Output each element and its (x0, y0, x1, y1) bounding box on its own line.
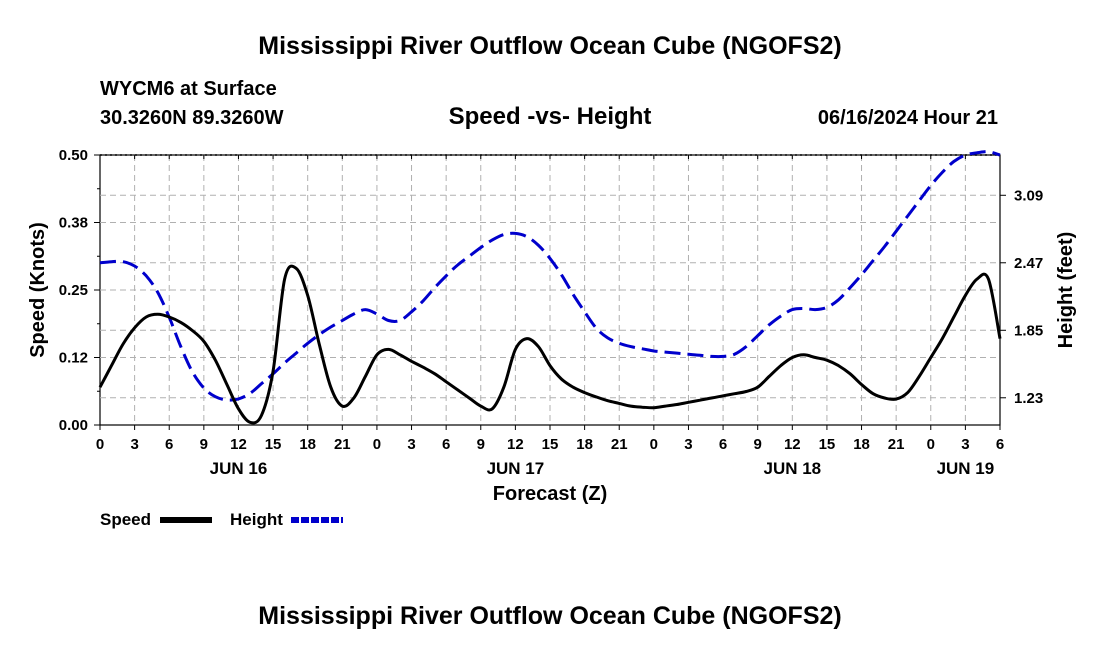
datetime-label: 06/16/2024 Hour 21 (818, 107, 998, 129)
y-right-tick-label: 2.47 (1014, 255, 1043, 272)
chart-subtitle: Speed -vs- Height (449, 103, 652, 130)
x-tick-label: 6 (996, 436, 1004, 453)
y-left-tick-label: 0.12 (59, 350, 88, 367)
x-tick-label: 0 (927, 436, 935, 453)
x-tick-label: 21 (888, 436, 905, 453)
y-right-tick-label: 3.09 (1014, 187, 1043, 204)
x-tick-label: 18 (576, 436, 593, 453)
grid-lines (100, 154, 1000, 425)
x-date-label: JUN 17 (487, 459, 545, 478)
series-line-height (99, 150, 1001, 402)
legend: Speed Height (100, 510, 343, 529)
coords-label: 30.3260N 89.3260W (100, 107, 284, 129)
legend-height-label: Height (230, 510, 283, 529)
x-tick-label: 9 (754, 436, 762, 453)
x-axis-label: Forecast (Z) (493, 483, 607, 505)
x-tick-label: 6 (719, 436, 727, 453)
y-right-tick-label: 1.85 (1014, 322, 1043, 339)
x-tick-label: 6 (442, 436, 450, 453)
y-left-tick-label: 0.38 (59, 215, 88, 232)
chart-title-top: Mississippi River Outflow Ocean Cube (NG… (258, 32, 841, 60)
y-left-tick-label: 0.25 (59, 282, 88, 299)
x-tick-label: 12 (784, 436, 801, 453)
x-date-label: JUN 18 (763, 459, 821, 478)
y-right-tick-label: 1.23 (1014, 390, 1043, 407)
x-tick-label: 0 (373, 436, 381, 453)
chart-title-bottom: Mississippi River Outflow Ocean Cube (NG… (258, 602, 841, 630)
x-tick-label: 0 (96, 436, 104, 453)
y-left-tick-label: 0.50 (59, 147, 88, 164)
x-tick-label: 21 (611, 436, 628, 453)
series-line-speed (98, 264, 1002, 425)
y-left-tick-label: 0.00 (59, 417, 88, 434)
x-tick-label: 9 (477, 436, 485, 453)
x-tick-label: 15 (819, 436, 836, 453)
x-tick-label: 12 (230, 436, 247, 453)
x-tick-label: 15 (265, 436, 282, 453)
x-tick-label: 3 (130, 436, 138, 453)
x-tick-label: 18 (299, 436, 316, 453)
x-tick-label: 0 (650, 436, 658, 453)
x-date-label: JUN 16 (210, 459, 268, 478)
x-tick-label: 21 (334, 436, 351, 453)
series-layer (98, 150, 1002, 425)
x-tick-label: 3 (407, 436, 415, 453)
x-tick-label: 3 (961, 436, 969, 453)
legend-speed-label: Speed (100, 510, 151, 529)
x-tick-label: 3 (684, 436, 692, 453)
station-label: WYCM6 at Surface (100, 78, 277, 100)
x-tick-label: 15 (542, 436, 559, 453)
y-axis-right-label: Height (feet) (1055, 232, 1077, 349)
x-tick-label: 12 (507, 436, 524, 453)
axis-ticks: 0 3 6 9 12 15 18 21 0 3 6 9 12 15 18 21 0 3 6 9 12 15 18 21 0 3 6J… (59, 147, 1043, 478)
x-tick-label: 9 (200, 436, 208, 453)
x-tick-label: 18 (853, 436, 870, 453)
x-date-label: JUN 19 (937, 459, 995, 478)
y-axis-left-label: Speed (Knots) (27, 222, 49, 358)
x-tick-label: 6 (165, 436, 173, 453)
